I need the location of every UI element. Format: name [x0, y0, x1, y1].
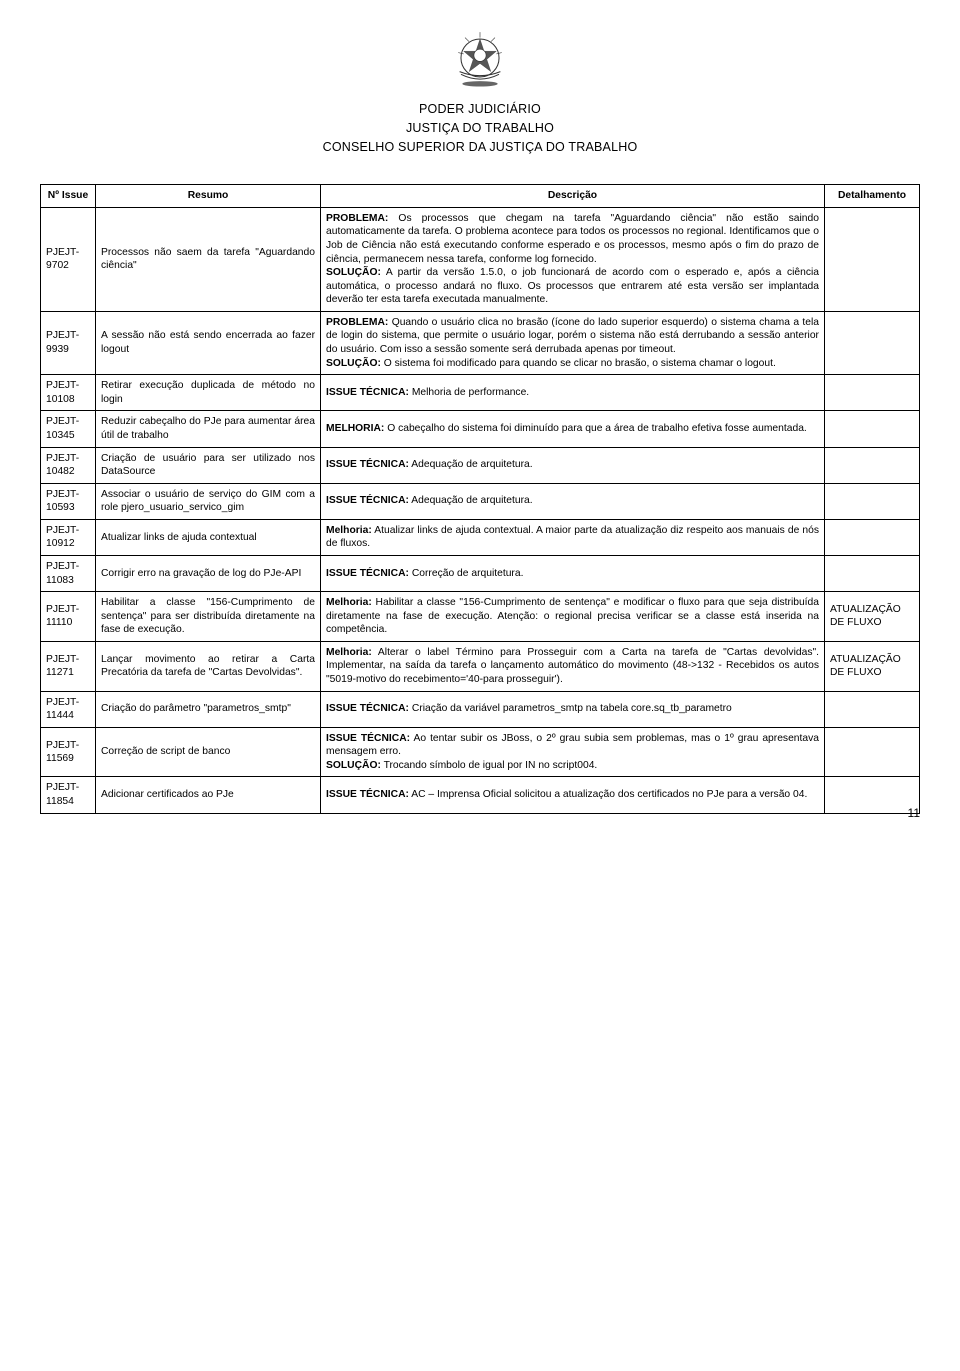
issue-summary: Processos não saem da tarefa "Aguardando… [96, 207, 321, 311]
issue-description: PROBLEMA: Quando o usuário clica no bras… [321, 311, 825, 374]
header-line3: CONSELHO SUPERIOR DA JUSTIÇA DO TRABALHO [40, 138, 920, 157]
issue-id: PJEJT-10482 [41, 447, 96, 483]
issue-summary: Criação de usuário para ser utilizado no… [96, 447, 321, 483]
issue-description: Melhoria: Habilitar a classe "156-Cumpri… [321, 592, 825, 642]
brazil-coat-of-arms-icon [446, 24, 514, 92]
issue-description: Melhoria: Atualizar links de ajuda conte… [321, 519, 825, 555]
issue-id: PJEJT-10593 [41, 483, 96, 519]
issue-summary: Retirar execução duplicada de método no … [96, 375, 321, 411]
issues-table: Nº Issue Resumo Descrição Detalhamento P… [40, 184, 920, 813]
issue-summary: Reduzir cabeçalho do PJe para aumentar á… [96, 411, 321, 447]
issue-id: PJEJT-9702 [41, 207, 96, 311]
issue-summary: Atualizar links de ajuda contextual [96, 519, 321, 555]
header-line2: JUSTIÇA DO TRABALHO [40, 119, 920, 138]
issue-detail [825, 447, 920, 483]
issue-detail [825, 555, 920, 591]
issue-id: PJEJT-10912 [41, 519, 96, 555]
col-desc: Descrição [321, 185, 825, 208]
issue-summary: Corrigir erro na gravação de log do PJe-… [96, 555, 321, 591]
issue-detail [825, 483, 920, 519]
issue-description: Melhoria: Alterar o label Término para P… [321, 641, 825, 691]
table-row: PJEJT-10593Associar o usuário de serviço… [41, 483, 920, 519]
issue-id: PJEJT-10345 [41, 411, 96, 447]
issue-description: ISSUE TÉCNICA: Ao tentar subir os JBoss,… [321, 727, 825, 777]
table-row: PJEJT-10912Atualizar links de ajuda cont… [41, 519, 920, 555]
col-det: Detalhamento [825, 185, 920, 208]
issue-detail [825, 519, 920, 555]
table-row: PJEJT-11854Adicionar certificados ao PJe… [41, 777, 920, 813]
table-header-row: Nº Issue Resumo Descrição Detalhamento [41, 185, 920, 208]
col-issue: Nº Issue [41, 185, 96, 208]
header-line1: PODER JUDICIÁRIO [40, 100, 920, 119]
issue-detail [825, 207, 920, 311]
issue-id: PJEJT-11854 [41, 777, 96, 813]
issue-id: PJEJT-11083 [41, 555, 96, 591]
page-number: 11 [908, 806, 920, 820]
issue-id: PJEJT-11271 [41, 641, 96, 691]
issue-summary: Associar o usuário de serviço do GIM com… [96, 483, 321, 519]
issue-description: PROBLEMA: Os processos que chegam na tar… [321, 207, 825, 311]
issue-id: PJEJT-11110 [41, 592, 96, 642]
table-row: PJEJT-11083Corrigir erro na gravação de … [41, 555, 920, 591]
issue-summary: Habilitar a classe "156-Cumprimento de s… [96, 592, 321, 642]
issue-detail [825, 777, 920, 813]
table-row: PJEJT-11110Habilitar a classe "156-Cumpr… [41, 592, 920, 642]
table-row: PJEJT-10482Criação de usuário para ser u… [41, 447, 920, 483]
table-row: PJEJT-9702Processos não saem da tarefa "… [41, 207, 920, 311]
issue-summary: Lançar movimento ao retirar a Carta Prec… [96, 641, 321, 691]
issue-id: PJEJT-10108 [41, 375, 96, 411]
issue-id: PJEJT-9939 [41, 311, 96, 374]
issue-description: ISSUE TÉCNICA: Adequação de arquitetura. [321, 483, 825, 519]
issue-id: PJEJT-11569 [41, 727, 96, 777]
letterhead: PODER JUDICIÁRIO JUSTIÇA DO TRABALHO CON… [40, 24, 920, 156]
col-resumo: Resumo [96, 185, 321, 208]
issue-summary: A sessão não está sendo encerrada ao faz… [96, 311, 321, 374]
issue-description: ISSUE TÉCNICA: Adequação de arquitetura. [321, 447, 825, 483]
issue-description: MELHORIA: O cabeçalho do sistema foi dim… [321, 411, 825, 447]
table-row: PJEJT-9939A sessão não está sendo encerr… [41, 311, 920, 374]
issue-summary: Criação do parâmetro "parametros_smtp" [96, 691, 321, 727]
issue-description: ISSUE TÉCNICA: Correção de arquitetura. [321, 555, 825, 591]
issue-description: ISSUE TÉCNICA: Melhoria de performance. [321, 375, 825, 411]
table-row: PJEJT-11569Correção de script de bancoIS… [41, 727, 920, 777]
issue-description: ISSUE TÉCNICA: Criação da variável param… [321, 691, 825, 727]
table-row: PJEJT-10345Reduzir cabeçalho do PJe para… [41, 411, 920, 447]
issue-detail: ATUALIZAÇÃO DE FLUXO [825, 641, 920, 691]
table-row: PJEJT-10108Retirar execução duplicada de… [41, 375, 920, 411]
issue-summary: Correção de script de banco [96, 727, 321, 777]
issue-summary: Adicionar certificados ao PJe [96, 777, 321, 813]
issue-id: PJEJT-11444 [41, 691, 96, 727]
issue-detail [825, 691, 920, 727]
issue-detail [825, 727, 920, 777]
issue-detail [825, 375, 920, 411]
issue-detail: ATUALIZAÇÃO DE FLUXO [825, 592, 920, 642]
table-row: PJEJT-11271Lançar movimento ao retirar a… [41, 641, 920, 691]
issue-detail [825, 311, 920, 374]
issue-detail [825, 411, 920, 447]
table-row: PJEJT-11444Criação do parâmetro "paramet… [41, 691, 920, 727]
issue-description: ISSUE TÉCNICA: AC – Imprensa Oficial sol… [321, 777, 825, 813]
